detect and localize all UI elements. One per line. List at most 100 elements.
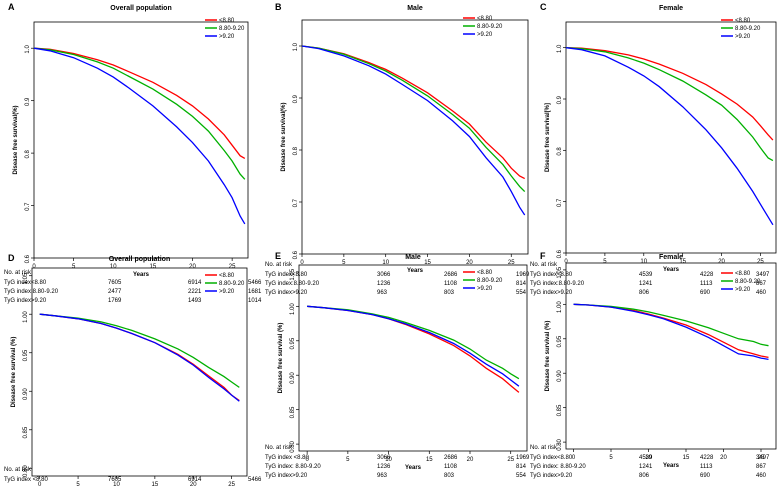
- x-tick-label: 15: [424, 260, 431, 266]
- y-tick-label: 0.85: [557, 404, 563, 416]
- x-tick-label: 15: [679, 259, 686, 265]
- legend-label: <8.80: [735, 271, 751, 277]
- y-tick-label: 1.00: [23, 311, 29, 323]
- x-tick-label: 20: [466, 260, 473, 266]
- x-tick-label: 0: [32, 264, 36, 270]
- legend-label: >9.20: [219, 289, 235, 295]
- series-line: [39, 313, 240, 402]
- risk-value: 554: [516, 473, 527, 479]
- risk-value: 1769: [108, 298, 122, 304]
- panel-letter: C: [540, 2, 547, 12]
- y-tick-label: 0.80: [290, 440, 296, 452]
- legend-label: 8.80-9.20: [477, 24, 503, 30]
- y-tick-label: 1.0: [25, 45, 31, 54]
- y-tick-label: 1.05: [23, 272, 29, 284]
- risk-value: 460: [756, 473, 767, 479]
- legend-label: <8.80: [477, 16, 493, 22]
- x-tick-label: 25: [758, 455, 765, 461]
- x-axis-label: Years: [133, 272, 150, 278]
- risk-value: 4228: [700, 455, 714, 461]
- x-tick-label: 25: [508, 260, 515, 266]
- risk-value: 2686: [444, 455, 458, 461]
- risk-value: 1113: [700, 464, 713, 470]
- series-line: [33, 47, 246, 159]
- risk-value: 963: [377, 473, 388, 479]
- panel-b: B Male 0.6 0.7 0.8 0.9 1.0 0 5 10 15 20 25 Years Disea…: [265, 2, 530, 296]
- series-line: [301, 45, 526, 193]
- risk-value: 3066: [377, 272, 391, 278]
- x-tick-label: 5: [609, 455, 613, 461]
- y-tick-label: 0.6: [293, 250, 299, 259]
- series-line: [307, 305, 520, 393]
- x-axis-label: Years: [663, 267, 680, 273]
- x-tick-label: 25: [757, 259, 764, 265]
- risk-value: 6914: [188, 477, 202, 483]
- risk-row-label: TyG index<8.80: [530, 455, 573, 461]
- risk-value: 1241: [639, 464, 653, 470]
- y-axis-label: Disease free survival(%): [13, 105, 19, 174]
- risk-value: 2686: [444, 272, 458, 278]
- panel-c: C Female 0.6 0.7 0.8 0.9 1.0 0 5 10 15 20 25 Years Dis…: [530, 2, 777, 296]
- risk-value: 2221: [188, 289, 202, 295]
- series-line: [573, 303, 769, 359]
- risk-row-label: TyG index<8.80: [530, 272, 573, 278]
- risk-value: 460: [756, 290, 767, 296]
- risk-row-label: TyG index:8.80-9.20: [4, 289, 59, 295]
- legend-label: <8.80: [477, 270, 493, 276]
- risk-value: 4539: [639, 272, 653, 278]
- x-tick-label: 0: [305, 457, 309, 463]
- risk-row-label: TyG index>9.20: [265, 473, 308, 479]
- x-tick-label: 5: [76, 482, 80, 486]
- y-tick-label: 1.0: [293, 42, 299, 51]
- y-tick-label: 0.85: [23, 426, 29, 438]
- series-line: [565, 47, 774, 162]
- series-line: [33, 47, 246, 180]
- x-axis-label: Years: [663, 463, 680, 469]
- panel-letter: E: [275, 251, 281, 261]
- chart-title: Overall population: [110, 5, 171, 12]
- y-tick-label: 1.05: [557, 266, 563, 278]
- x-tick-label: 20: [720, 455, 727, 461]
- legend-label: >9.20: [735, 34, 751, 40]
- risk-value: 963: [377, 290, 388, 296]
- x-tick-label: 10: [382, 260, 389, 266]
- risk-value: 554: [516, 290, 527, 296]
- risk-value: 3497: [756, 272, 770, 278]
- series-line: [301, 45, 526, 216]
- y-tick-label: 0.7: [293, 198, 299, 207]
- chart-title: Male: [405, 254, 421, 261]
- risk-row-label: TyG index: 8.80-9.20: [530, 464, 586, 470]
- x-tick-label: 15: [150, 264, 157, 270]
- chart-title: Male: [407, 5, 423, 12]
- legend-label: 8.80-9.20: [477, 278, 503, 284]
- x-axis-label: Years: [407, 268, 424, 274]
- legend-label: 8.80-9.20: [735, 26, 761, 32]
- y-axis-label: Disease free survival (%): [278, 323, 284, 394]
- risk-value: 803: [444, 473, 455, 479]
- risk-row-label: TyG index>9.20: [265, 290, 308, 296]
- risk-header: No. at risk: [265, 445, 293, 451]
- y-tick-label: 0.9: [557, 95, 563, 104]
- risk-row-label: TyG index:8.80-9.20: [265, 281, 320, 287]
- series-line: [573, 303, 769, 361]
- risk-row-label: TyG index>9.20: [530, 473, 573, 479]
- x-tick-label: 25: [507, 457, 514, 463]
- risk-value: 7605: [108, 280, 122, 286]
- legend-label: <8.80: [219, 273, 235, 279]
- legend-label: >9.20: [477, 32, 493, 38]
- panel-letter: F: [540, 251, 546, 261]
- y-axis-label: Disease free survival (%): [11, 337, 17, 408]
- y-tick-label: 0.8: [293, 146, 299, 155]
- x-tick-label: 10: [110, 264, 117, 270]
- x-tick-label: 10: [645, 455, 652, 461]
- legend-label: 8.80-9.20: [219, 26, 245, 32]
- y-tick-label: 1.00: [290, 303, 296, 315]
- legend-label: >9.20: [219, 34, 235, 40]
- risk-value: 1493: [188, 298, 202, 304]
- legend-label: >9.20: [735, 287, 751, 293]
- y-axis-label: Disease free survival[%]: [545, 103, 551, 172]
- risk-value: 1236: [377, 281, 391, 287]
- y-tick-label: 1.0: [557, 44, 563, 53]
- risk-row-label: TyG index:8.80-9.20: [530, 281, 585, 287]
